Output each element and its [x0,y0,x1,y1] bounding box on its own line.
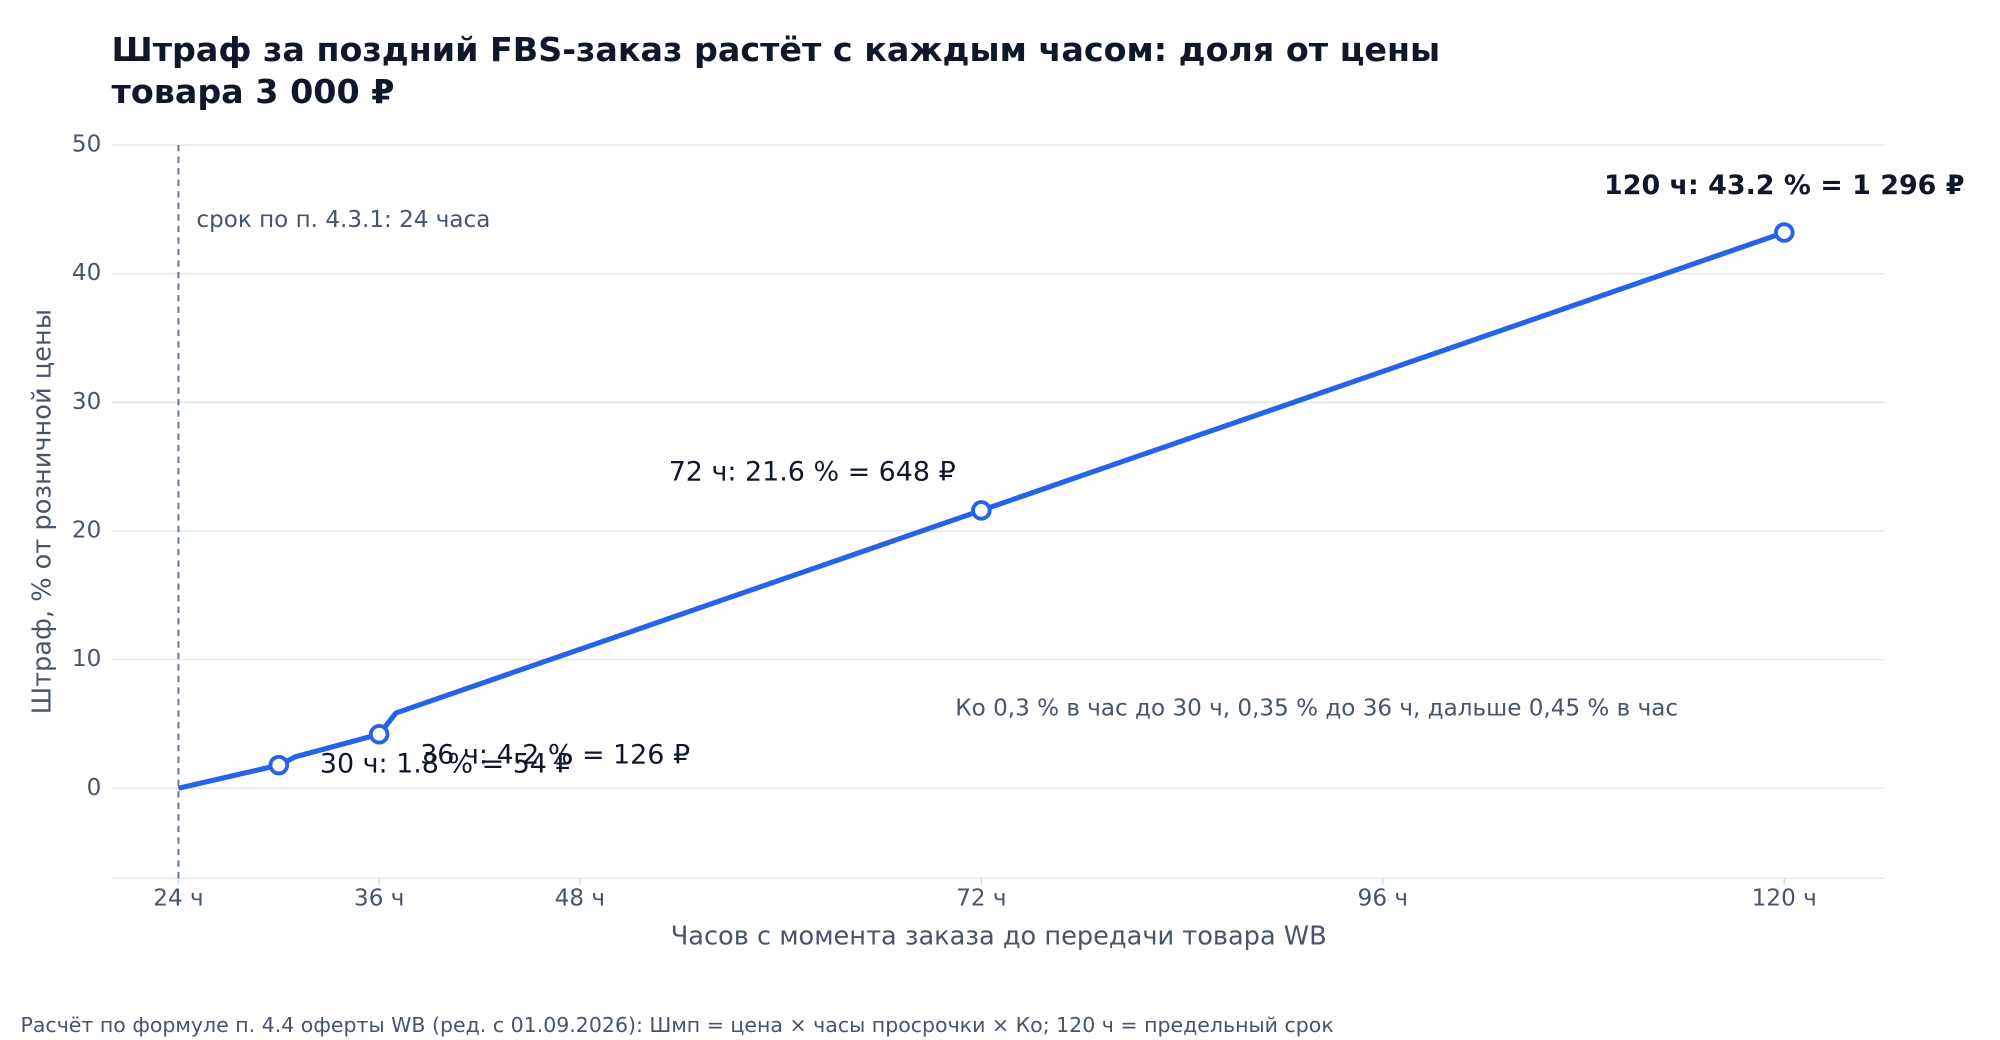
x-tick-label: 72 ч [956,885,1006,911]
annotation: 120 ч: 43.2 % = 1 296 ₽ [1604,170,1964,201]
x-tick-label: 96 ч [1358,885,1408,911]
annotation: 72 ч: 21.6 % = 648 ₽ [669,457,956,488]
footer: Расчёт по формуле п. 4.4 оферты WB (ред.… [21,1013,1334,1037]
y-tick-label: 20 [72,517,101,543]
x-tick-label: 36 ч [354,885,404,911]
deadline-label: срок по п. 4.3.1: 24 часа [196,207,490,233]
point-marker [368,723,390,745]
point-marker [268,754,290,776]
y-tick-label: 30 [72,389,101,415]
chart-title: товара 3 000 ₽ [112,72,395,111]
note: Ко 0,3 % в час до 30 ч, 0,35 % до 36 ч, … [955,696,1678,722]
x-tick-label: 48 ч [555,885,605,911]
annotation: 36 ч: 4.2 % = 126 ₽ [420,740,690,771]
chart-title: Штраф за поздний FBS-заказ растёт с кажд… [112,30,1441,69]
y-tick-label: 0 [87,775,102,801]
x-axis-label: Часов с момента заказа до передачи товар… [671,921,1327,951]
annotation: 30 ч: 1.8 % = 54 ₽ [320,749,573,780]
y-tick-label: 50 [72,131,101,157]
x-tick-label: 24 ч [153,885,203,911]
x-tick-label: 120 ч [1752,885,1817,911]
y-axis-label: Штраф, % от розничной цены [28,309,58,714]
y-tick-label: 40 [72,260,101,286]
y-tick-label: 10 [72,646,101,672]
point-marker [1773,222,1795,243]
point-marker [971,500,992,521]
